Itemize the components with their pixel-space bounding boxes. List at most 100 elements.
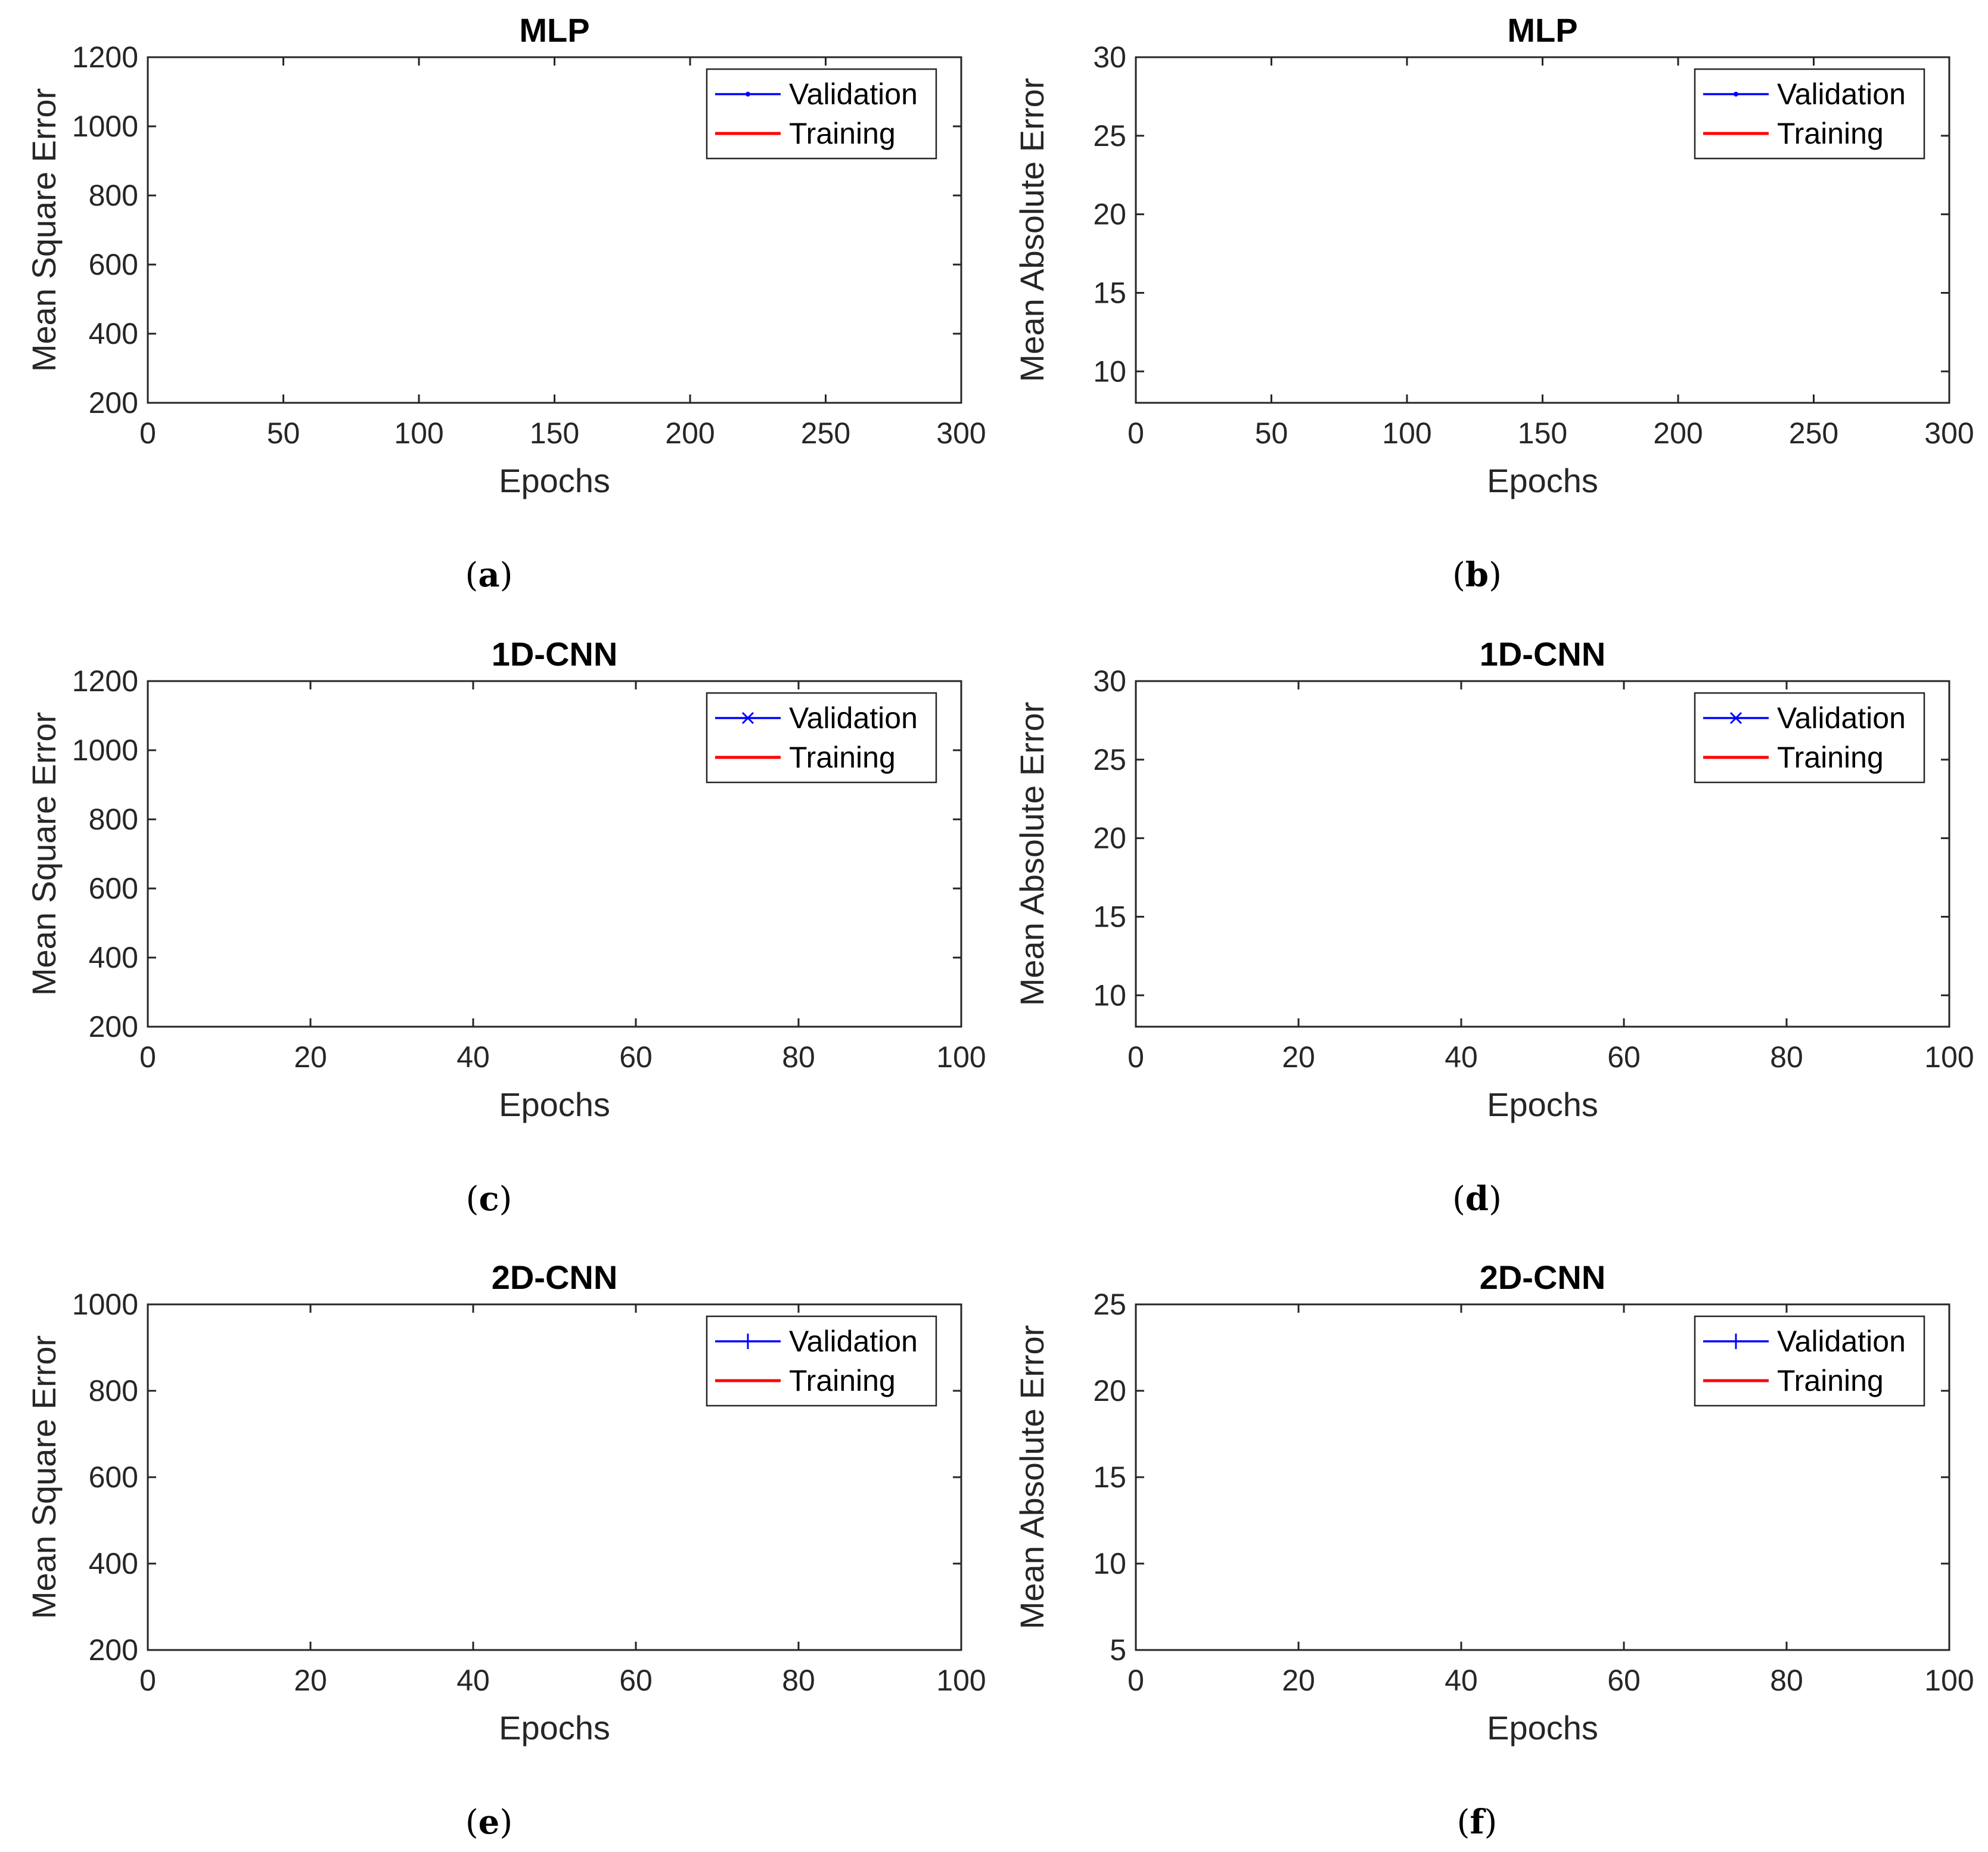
y-tick-label: 200 bbox=[89, 1010, 138, 1043]
caption-open: ( bbox=[1452, 1180, 1465, 1219]
y-axis-label: Mean Absolute Error bbox=[1013, 1325, 1051, 1629]
x-tick-label: 100 bbox=[394, 417, 443, 450]
y-tick-label: 400 bbox=[89, 317, 138, 350]
x-axis-label: Epochs bbox=[499, 462, 610, 499]
x-tick-label: 100 bbox=[936, 1040, 986, 1074]
caption-close: ) bbox=[499, 1803, 512, 1842]
panel-caption: (e) bbox=[465, 1803, 512, 1842]
legend-marker bbox=[1729, 711, 1742, 725]
legend-box bbox=[706, 1315, 937, 1407]
y-tick-label: 15 bbox=[1093, 276, 1126, 309]
legend-label-validation: Validation bbox=[1777, 701, 1906, 735]
legend-marker bbox=[1734, 92, 1738, 97]
caption-close: ) bbox=[499, 1180, 512, 1219]
panel-caption: (b) bbox=[1452, 555, 1502, 595]
y-tick-label: 800 bbox=[89, 179, 138, 212]
x-tick-label: 100 bbox=[936, 1664, 986, 1697]
x-tick-label: 100 bbox=[1924, 1040, 1974, 1074]
y-tick-label: 15 bbox=[1093, 900, 1126, 933]
legend: Validation Training bbox=[1694, 692, 1925, 784]
x-tick-label: 300 bbox=[936, 417, 986, 450]
x-tick-label: 40 bbox=[1445, 1040, 1478, 1074]
caption-close: ) bbox=[1489, 1180, 1502, 1219]
caption-open: ( bbox=[466, 1180, 479, 1219]
y-tick-label: 400 bbox=[89, 941, 138, 974]
x-tick-label: 80 bbox=[1770, 1040, 1803, 1074]
x-tick-label: 100 bbox=[1382, 417, 1431, 450]
legend-box bbox=[706, 68, 937, 160]
x-tick-label: 300 bbox=[1924, 417, 1974, 450]
x-tick-label: 100 bbox=[1924, 1664, 1974, 1697]
panel-caption: (d) bbox=[1452, 1179, 1502, 1219]
legend: Validation Training bbox=[706, 1315, 937, 1407]
chart-title: 2D-CNN bbox=[1480, 1259, 1606, 1296]
y-tick-label: 25 bbox=[1093, 1288, 1126, 1321]
x-tick-label: 0 bbox=[1127, 1040, 1144, 1074]
caption-letter: e bbox=[479, 1803, 500, 1842]
legend-label-training: Training bbox=[789, 1364, 896, 1397]
y-axis-label: Mean Square Error bbox=[25, 1335, 63, 1619]
chart-panel-d: 0 20 40 60 80 100 10 15 20 25 30 1D-CNN Epochs Mean A… bbox=[1013, 635, 1974, 1219]
caption-letter: d bbox=[1465, 1179, 1489, 1219]
caption-letter: b bbox=[1465, 555, 1489, 595]
y-tick-label: 10 bbox=[1093, 355, 1126, 388]
x-tick-label: 60 bbox=[1607, 1040, 1641, 1074]
y-tick-label: 10 bbox=[1093, 1547, 1126, 1580]
chart-panel-b: 0 50 100 150 200 250 300 10 15 20 25 30 MLP Epochs Mea… bbox=[1013, 11, 1974, 595]
y-tick-label: 600 bbox=[89, 872, 138, 905]
legend-box bbox=[706, 692, 937, 784]
y-tick-label: 25 bbox=[1093, 743, 1126, 776]
legend-label-training: Training bbox=[789, 741, 896, 774]
x-tick-label: 250 bbox=[1789, 417, 1838, 450]
y-axis-label: Mean Absolute Error bbox=[1013, 702, 1051, 1006]
y-tick-label: 15 bbox=[1093, 1461, 1126, 1494]
legend-label-training: Training bbox=[789, 117, 896, 150]
x-axis-label: Epochs bbox=[1487, 1086, 1598, 1123]
y-tick-label: 5 bbox=[1110, 1633, 1126, 1667]
x-axis-label: Epochs bbox=[499, 1709, 610, 1747]
y-tick-label: 20 bbox=[1093, 822, 1126, 855]
caption-close: ) bbox=[1489, 556, 1502, 595]
legend-marker bbox=[741, 711, 754, 725]
x-tick-label: 0 bbox=[1127, 417, 1144, 450]
chart-panel-e: 0 20 40 60 80 100 200 400 600 800 1000 2D-CNN Epochs… bbox=[25, 1259, 986, 1842]
y-tick-label: 400 bbox=[89, 1547, 138, 1580]
legend-marker bbox=[741, 1334, 754, 1349]
legend-label-training: Training bbox=[1777, 117, 1884, 150]
y-tick-label: 30 bbox=[1093, 41, 1126, 74]
panel-caption: (a) bbox=[465, 555, 512, 595]
x-tick-label: 20 bbox=[1282, 1664, 1315, 1697]
chart-panel-a: 0 50 100 150 200 250 300 200 400 600 800 1000 1200 ML… bbox=[25, 11, 986, 595]
caption-close: ) bbox=[500, 556, 513, 595]
x-tick-label: 150 bbox=[1518, 417, 1567, 450]
y-axis-label: Mean Absolute Error bbox=[1013, 78, 1051, 382]
chart-panel-f: 0 20 40 60 80 100 5 10 15 20 25 2D-CNN Epochs Mean Ab… bbox=[1013, 1259, 1974, 1842]
chart-panel-c: 0 20 40 60 80 100 200 400 600 800 1000 1200 1D-CNN Ep… bbox=[25, 635, 986, 1219]
caption-close: ) bbox=[1484, 1803, 1498, 1842]
legend-marker bbox=[1729, 1334, 1742, 1349]
legend-box bbox=[1694, 1315, 1925, 1407]
y-axis-label: Mean Square Error bbox=[25, 88, 63, 372]
x-tick-label: 20 bbox=[1282, 1040, 1315, 1074]
x-tick-label: 0 bbox=[1127, 1664, 1144, 1697]
y-tick-label: 1200 bbox=[72, 41, 138, 74]
x-axis-label: Epochs bbox=[1487, 462, 1598, 499]
x-tick-label: 40 bbox=[1445, 1664, 1478, 1697]
y-tick-label: 800 bbox=[89, 803, 138, 836]
legend: Validation Training bbox=[1694, 68, 1925, 160]
x-tick-label: 80 bbox=[782, 1664, 815, 1697]
y-tick-label: 1000 bbox=[72, 1288, 138, 1321]
y-tick-label: 600 bbox=[89, 1461, 138, 1494]
y-axis-label: Mean Square Error bbox=[25, 712, 63, 996]
y-tick-label: 20 bbox=[1093, 1374, 1126, 1407]
chart-title: MLP bbox=[1507, 11, 1577, 49]
y-tick-label: 20 bbox=[1093, 198, 1126, 231]
x-tick-label: 40 bbox=[456, 1664, 490, 1697]
y-tick-label: 200 bbox=[89, 386, 138, 420]
legend: Validation Training bbox=[1694, 1315, 1925, 1407]
legend-label-validation: Validation bbox=[1777, 77, 1906, 111]
x-tick-label: 60 bbox=[619, 1664, 653, 1697]
legend-label-validation: Validation bbox=[1777, 1325, 1906, 1358]
legend-label-training: Training bbox=[1777, 1364, 1884, 1397]
x-tick-label: 150 bbox=[530, 417, 579, 450]
